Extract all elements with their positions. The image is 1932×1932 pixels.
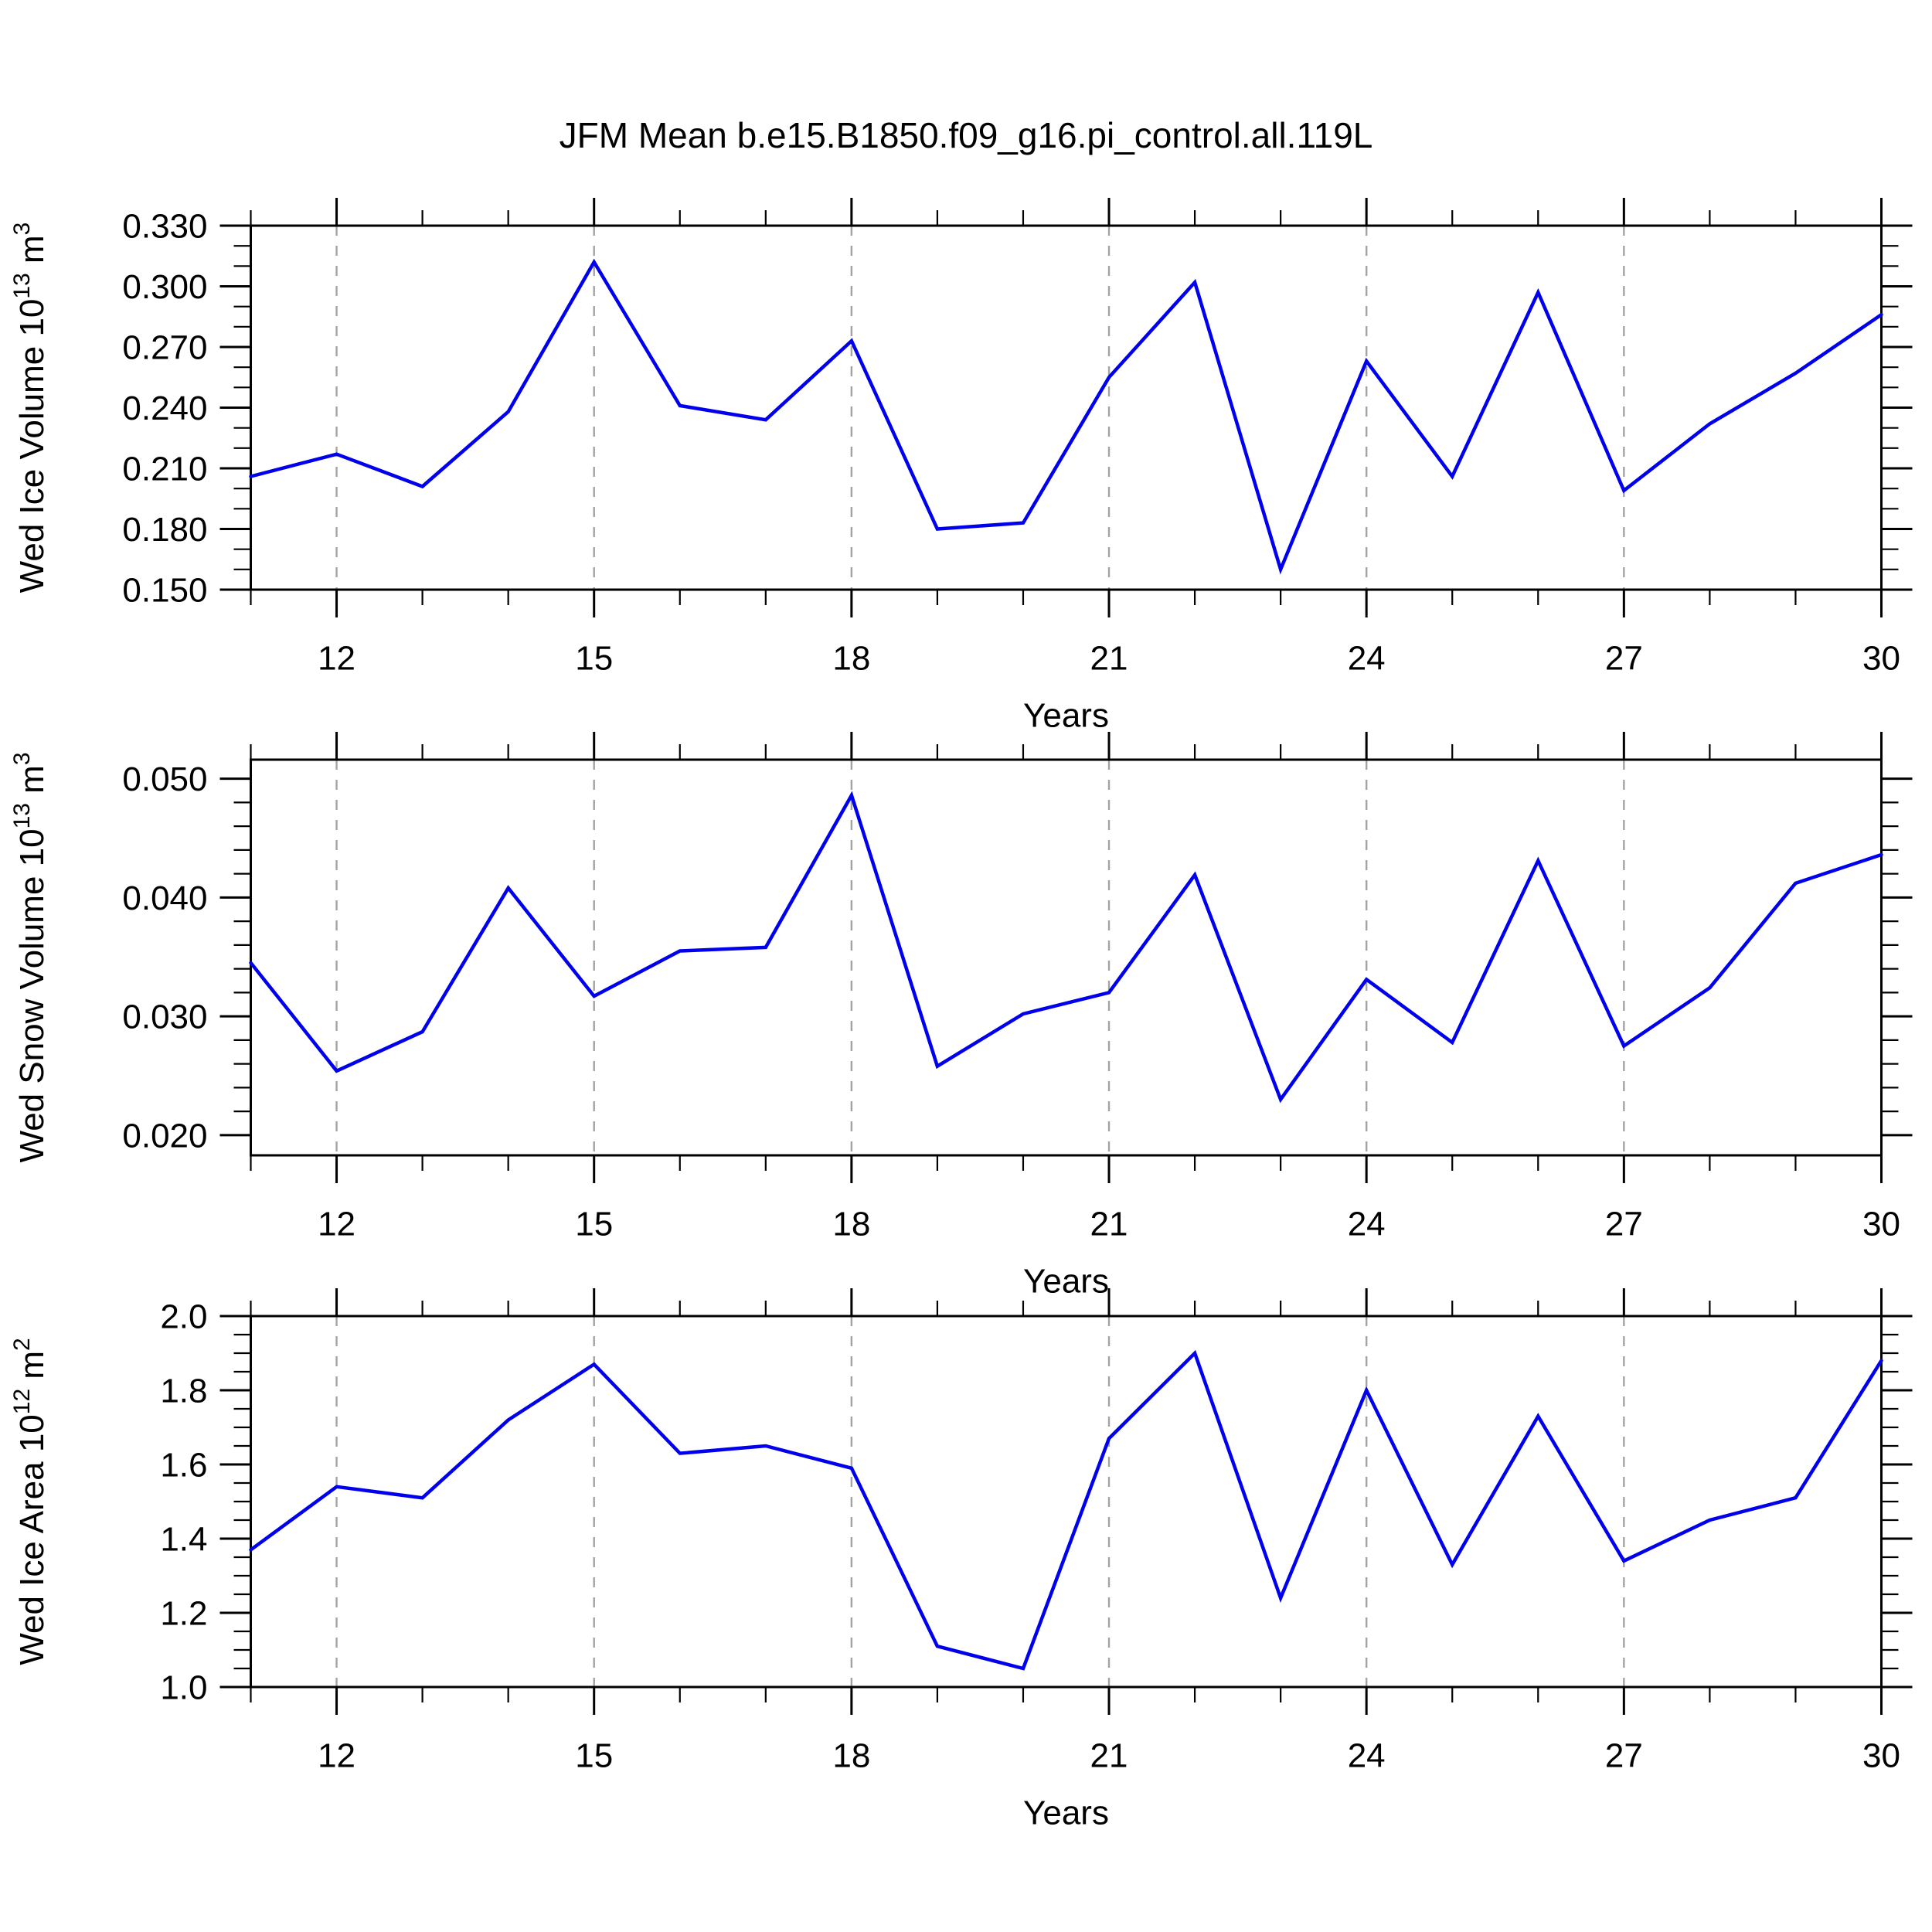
y-tick-label: 1.6 — [160, 1446, 207, 1484]
x-tick-label: 12 — [318, 639, 355, 677]
x-axis-title: Years — [1023, 1794, 1109, 1832]
x-axis-title: Years — [1023, 696, 1109, 734]
x-tick-label: 12 — [318, 1205, 355, 1243]
x-tick-label: 21 — [1090, 1205, 1128, 1243]
x-tick-label: 30 — [1862, 1205, 1900, 1243]
chart-panel-1: 12 15 18 21 24 27 30 0.150 0.180 0.210 0.240 0.270 0… — [9, 198, 1913, 734]
x-tick-label: 21 — [1090, 1736, 1128, 1774]
x-tick-label: 12 — [318, 1736, 355, 1774]
y-tick-label: 0.040 — [122, 879, 207, 917]
y-tick-label: 0.330 — [122, 207, 207, 245]
x-tick-label: 24 — [1348, 1205, 1386, 1243]
series-line — [249, 791, 1883, 1104]
y-tick-label: 0.300 — [122, 268, 207, 306]
x-tick-label: 18 — [832, 639, 870, 677]
chart-title: JFM Mean b.e15.B1850.f09_g16.pi_control.… — [559, 115, 1373, 155]
y-tick-label: 1.2 — [160, 1594, 207, 1632]
x-tick-label: 24 — [1348, 639, 1386, 677]
x-tick-label: 18 — [832, 1736, 870, 1774]
y-axis-title: Wed Snow Volume 1013 m3 — [9, 752, 51, 1162]
y-tick-label: 0.050 — [122, 760, 207, 798]
y-tick-label: 0.210 — [122, 450, 207, 488]
x-tick-label: 18 — [832, 1205, 870, 1243]
y-tick-label: 0.270 — [122, 328, 207, 366]
chart-panel-3: 12 15 18 21 24 27 30 1.0 1.2 1.4 1.6 1.8 2.0 Years Wed… — [9, 1288, 1913, 1832]
y-tick-label: 0.240 — [122, 389, 207, 427]
series-line — [249, 258, 1883, 575]
x-tick-label: 15 — [575, 1205, 613, 1243]
x-tick-label: 24 — [1348, 1736, 1386, 1774]
x-tick-label: 30 — [1862, 1736, 1900, 1774]
y-tick-label: 0.020 — [122, 1117, 207, 1155]
x-tick-label: 27 — [1605, 1736, 1643, 1774]
series-line — [249, 1349, 1883, 1671]
y-tick-label: 2.0 — [160, 1298, 207, 1335]
y-tick-label: 1.8 — [160, 1372, 207, 1410]
x-tick-label: 27 — [1605, 639, 1643, 677]
x-tick-label: 30 — [1862, 639, 1900, 677]
y-tick-label: 0.180 — [122, 511, 207, 549]
x-tick-label: 15 — [575, 1736, 613, 1774]
plot-frame — [250, 1315, 1883, 1689]
y-axis-title: Wed Ice Area 1012 m2 — [9, 1338, 51, 1665]
x-tick-label: 15 — [575, 639, 613, 677]
chart-panel-2: 12 15 18 21 24 27 30 0.020 0.030 0.040 0.050 Years W… — [9, 732, 1913, 1300]
plot-frame — [250, 758, 1883, 1157]
plot-frame — [250, 224, 1883, 591]
y-tick-label: 0.150 — [122, 571, 207, 609]
y-tick-label: 1.4 — [160, 1520, 207, 1558]
y-axis-title: Wed Ice Volume 1013 m3 — [9, 223, 51, 594]
y-tick-label: 1.0 — [160, 1668, 207, 1706]
x-axis-title: Years — [1023, 1262, 1109, 1300]
x-tick-label: 21 — [1090, 639, 1128, 677]
x-tick-label: 27 — [1605, 1205, 1643, 1243]
y-tick-label: 0.030 — [122, 998, 207, 1036]
